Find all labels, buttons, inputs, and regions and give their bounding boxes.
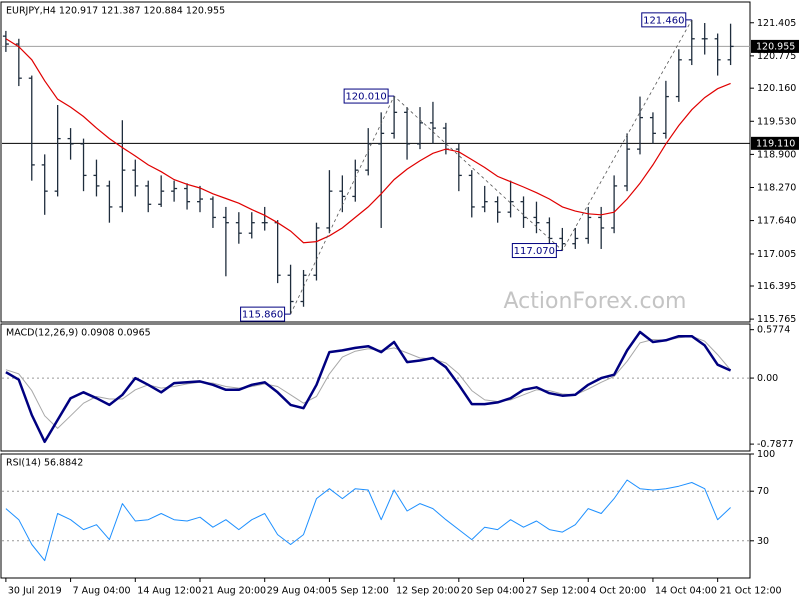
annotation-box [641, 12, 687, 28]
y-tick-label: -0.7877 [757, 439, 794, 450]
price-label: 119.110 [756, 138, 795, 149]
annotation-box [343, 88, 389, 104]
moving-average [5, 38, 731, 244]
y-tick-label: 120.160 [757, 83, 796, 94]
x-tick-label: 20 Sep 04:00 [461, 586, 524, 597]
x-tick-label: 21 Oct 12:00 [720, 586, 782, 597]
x-tick-label: 4 Oct 20:00 [590, 586, 646, 597]
x-tick-label: 27 Sep 12:00 [526, 586, 589, 597]
annotation-label: 121.460 [643, 15, 684, 26]
y-tick-label: 121.405 [757, 18, 796, 29]
annotation-label: 117.070 [514, 246, 555, 257]
x-tick-label: 21 Aug 20:00 [202, 586, 266, 597]
x-tick-label: 29 Aug 04:00 [267, 586, 331, 597]
indicator-line [5, 330, 732, 444]
annotation-box [240, 306, 286, 322]
x-tick-label: 30 Jul 2019 [8, 586, 62, 597]
y-tick-label: 0.00 [757, 373, 778, 384]
price-label-box [751, 39, 799, 53]
watermark: ActionForex.com [504, 289, 687, 314]
price-label: 120.955 [756, 41, 795, 52]
y-tick-label: 120.775 [757, 51, 796, 62]
annotation-box [511, 243, 557, 259]
y-tick-label: 117.005 [757, 249, 796, 260]
x-tick-label: 14 Oct 04:00 [655, 586, 717, 597]
y-tick-label: 30 [757, 536, 769, 547]
price-label-box [751, 136, 799, 150]
panel-frame [0, 1, 751, 323]
x-tick-label: 7 Aug 04:00 [73, 586, 131, 597]
indicator-line [5, 479, 731, 562]
y-tick-label: 70 [757, 486, 769, 497]
panel-frame [0, 323, 751, 452]
panel-frame [0, 453, 751, 579]
indicator-line [5, 335, 731, 429]
annotation-label: 120.010 [345, 92, 386, 103]
y-tick-label: 119.530 [757, 116, 796, 127]
annotation-label: 115.860 [242, 310, 283, 321]
y-tick-label: 115.765 [757, 314, 796, 325]
x-tick-label: 5 Sep 12:00 [331, 586, 388, 597]
panel-title: EURJPY,H4 120.917 121.387 120.884 120.95… [6, 6, 225, 17]
y-tick-label: 116.395 [757, 281, 796, 292]
panel-title: MACD(12,26,9) 0.0908 0.0965 [6, 328, 151, 339]
swing-line [290, 19, 693, 315]
y-tick-label: 118.900 [757, 149, 796, 160]
panel-title: RSI(14) 56.8842 [6, 458, 83, 469]
x-tick-label: 12 Sep 20:00 [396, 586, 459, 597]
y-tick-label: 100 [757, 449, 775, 460]
y-tick-label: 0.5774 [757, 325, 790, 336]
y-tick-label: 117.640 [757, 216, 796, 227]
y-tick-label: 118.270 [757, 182, 796, 193]
x-tick-label: 14 Aug 12:00 [137, 586, 201, 597]
